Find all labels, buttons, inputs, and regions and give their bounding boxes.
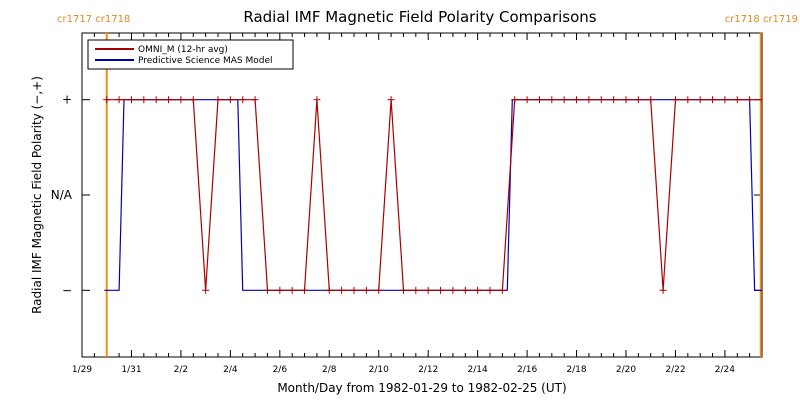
x-tick-label: 2/10 [369,365,389,375]
data-point [152,96,160,104]
data-point [659,286,667,294]
data-point [313,96,321,104]
data-point [696,96,704,104]
data-point [573,96,581,104]
data-point [597,96,605,104]
data-point [523,96,531,104]
data-point [768,96,775,103]
data-point [140,96,148,104]
y-tick-label: + [62,93,72,107]
data-point [375,286,383,294]
data-point [412,286,420,294]
data-point [288,286,296,294]
data-point [325,286,333,294]
legend-entry: OMNI_M (12-hr avg) [138,45,228,55]
data-point [647,96,655,104]
data-point [610,96,618,104]
data-point [486,286,494,294]
x-axis-label: Month/Day from 1982-01-29 to 1982-02-25 … [277,381,566,395]
data-point [189,96,197,104]
data-point [778,287,785,294]
data-point [449,286,457,294]
data-point [251,96,259,104]
x-tick-label: 2/2 [174,365,188,375]
data-point [746,96,754,104]
x-tick-label: 2/18 [566,365,586,375]
data-point [709,96,717,104]
data-point [350,286,358,294]
data-point [177,96,185,104]
data-point [362,286,370,294]
data-point [437,286,445,294]
data-point [684,96,692,104]
legend: OMNI_M (12-hr avg)Predictive Science MAS… [87,39,294,70]
legend-box [87,39,294,70]
data-point [387,96,395,104]
data-point [634,96,642,104]
series-layer [103,96,795,294]
data-point [202,286,210,294]
carrington-label: cr1718 cr1719 [725,14,798,25]
x-tick-label: 2/8 [322,365,337,375]
data-point [301,286,309,294]
data-point [127,96,135,104]
data-point [226,96,234,104]
data-point [548,96,556,104]
series-line [106,99,762,291]
chart-title: Radial IMF Magnetic Field Polarity Compa… [243,8,596,26]
plot-layer: 1/29 1/31 2/2 2/4 2/6 2/8 2/10 2/12 2/14 2/16 2/18… [51,14,798,375]
data-point [276,286,284,294]
data-point [424,286,432,294]
data-point [733,96,741,104]
data-point [560,96,568,104]
x-tick-label: 2/4 [223,365,238,375]
data-point [399,286,407,294]
x-tick-label: 2/16 [517,365,537,375]
carrington-label: cr1717 cr1718 [57,14,130,25]
data-point [671,96,679,104]
data-point [758,96,762,104]
data-point [165,96,173,104]
data-point [103,96,111,104]
data-point [511,96,519,104]
data-point [622,96,630,104]
x-tick-label: 1/31 [121,365,141,375]
data-point [535,96,543,104]
y-axis-label: Radial IMF Magnetic Field Polarity (−,+) [30,76,44,314]
y-tick-label: − [62,283,72,297]
data-point [788,96,795,103]
x-tick-label: 1/29 [72,365,92,375]
x-tick-label: 2/22 [665,365,685,375]
legend-entry: Predictive Science MAS Model [138,56,273,66]
data-point [214,96,222,104]
data-point [115,96,123,104]
data-point [498,286,506,294]
data-point [263,286,271,294]
x-tick-label: 2/20 [616,365,636,375]
plot-frame [81,32,763,358]
y-tick-label: N/A [51,188,73,202]
data-point [474,286,482,294]
data-point [338,286,346,294]
x-tick-label: 2/6 [273,365,288,375]
data-point [239,96,247,104]
data-point [585,96,593,104]
data-point [721,96,729,104]
x-tick-label: 2/24 [715,365,735,375]
x-tick-label: 2/12 [418,365,438,375]
data-point [461,286,469,294]
x-tick-label: 2/14 [468,365,488,375]
